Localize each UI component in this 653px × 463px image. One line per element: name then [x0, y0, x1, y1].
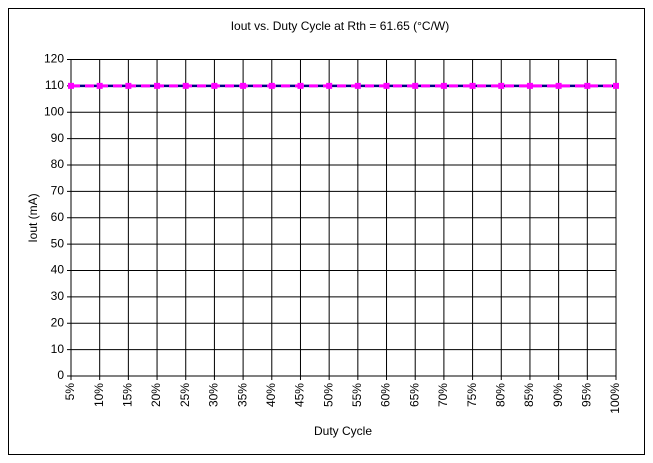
data-point [268, 82, 275, 89]
x-tick-label: 60% [379, 383, 393, 407]
y-axis-label: Iout (mA) [26, 193, 40, 242]
x-tick-label: 85% [522, 383, 536, 407]
x-tick-label: 15% [121, 383, 135, 407]
x-tick-label: 5% [63, 383, 77, 401]
data-point [154, 82, 161, 89]
data-point [412, 82, 419, 89]
y-tick-label: 60 [51, 210, 65, 224]
chart-title: Iout vs. Duty Cycle at Rth = 61.65 (°C/W… [231, 19, 450, 33]
data-point [440, 82, 447, 89]
data-point [182, 82, 189, 89]
data-point [613, 82, 619, 89]
x-tick-label: 40% [264, 383, 278, 407]
x-tick-label: 35% [235, 383, 249, 407]
y-tick-label: 120 [44, 52, 64, 66]
x-tick-label: 100% [608, 383, 622, 414]
x-tick-label: 20% [149, 383, 163, 407]
data-point [96, 82, 103, 89]
data-point [326, 82, 333, 89]
x-tick-label: 25% [178, 383, 192, 407]
x-tick-label: 80% [493, 383, 507, 407]
y-tick-label: 110 [45, 78, 64, 92]
data-point [555, 82, 562, 89]
data-point [297, 82, 304, 89]
data-point [125, 82, 132, 89]
y-tick-label: 80 [51, 157, 65, 171]
x-tick-label: 95% [579, 383, 593, 407]
y-tick-label: 90 [51, 131, 65, 145]
x-tick-label: 70% [436, 383, 450, 407]
data-point [240, 82, 247, 89]
x-tick-label: 10% [92, 383, 106, 407]
data-point [383, 82, 390, 89]
y-tick-label: 10 [51, 342, 65, 356]
data-point [469, 82, 476, 89]
data-point [526, 82, 533, 89]
data-point [584, 82, 591, 89]
data-point [354, 82, 361, 89]
x-tick-label: 50% [321, 383, 335, 407]
x-tick-label: 90% [551, 383, 565, 407]
y-tick-label: 70 [51, 184, 65, 198]
x-tick-label: 45% [293, 383, 307, 407]
y-tick-label: 0 [57, 368, 64, 382]
data-point [211, 82, 218, 89]
y-tick-label: 20 [51, 315, 65, 329]
x-tick-label: 55% [350, 383, 364, 407]
y-tick-label: 30 [51, 289, 65, 303]
x-tick-label: 75% [465, 383, 479, 407]
y-tick-label: 50 [51, 236, 65, 250]
y-tick-label: 40 [51, 263, 65, 277]
y-tick-label: 100 [44, 104, 64, 118]
x-axis-label: Duty Cycle [314, 424, 372, 438]
data-point [498, 82, 505, 89]
data-point [68, 82, 74, 89]
x-tick-label: 30% [207, 383, 221, 407]
x-tick-label: 65% [407, 383, 421, 407]
